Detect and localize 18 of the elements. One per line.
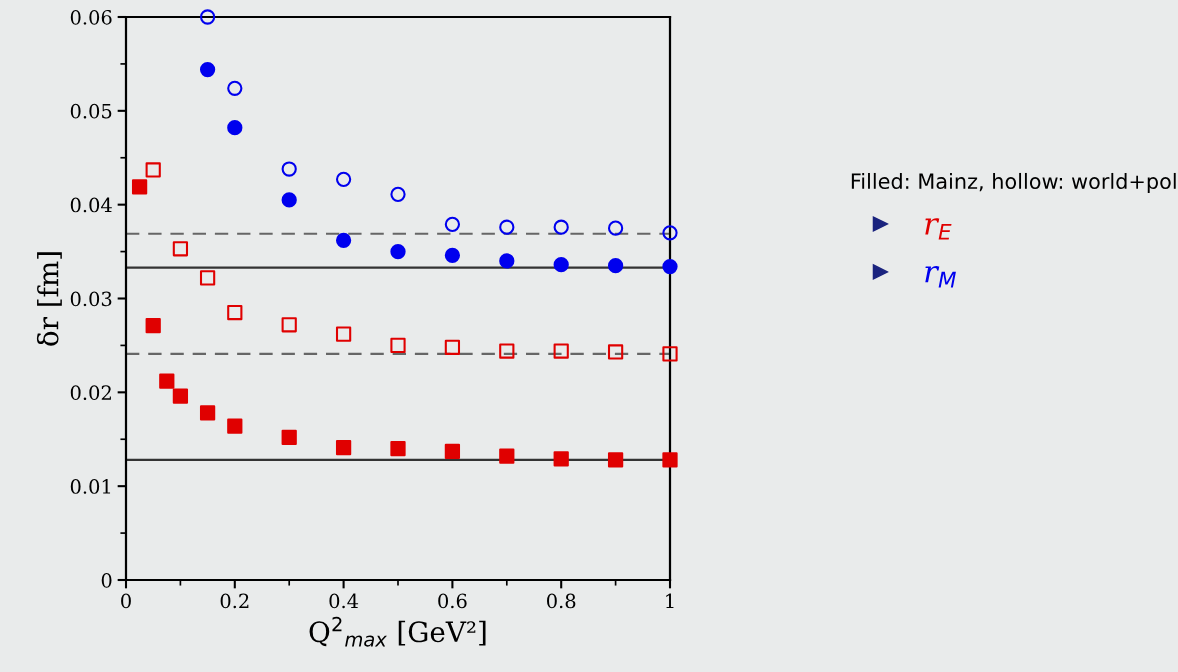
x-tick-label: 0 xyxy=(121,593,131,609)
x-axis-title: Q$^{2}$$_{max}$ [GeV²] xyxy=(309,616,486,647)
y-tick-label: 0.02 xyxy=(70,385,111,400)
y-tick-label: 0.06 xyxy=(70,9,112,25)
y-tick-label: 0.03 xyxy=(70,291,112,307)
text: r$_{M}$ xyxy=(925,266,956,288)
x-tick-label: 1 xyxy=(666,593,674,608)
y-tick-label: 0.01 xyxy=(70,479,111,494)
x-tick-label: 0.2 xyxy=(220,593,249,609)
legend-title: Filled: Mainz, hollow: world+pol xyxy=(851,172,1176,194)
y-tick-label: 0.05 xyxy=(70,103,112,119)
x-tick-label: 0.6 xyxy=(438,593,467,609)
y-tick-label: 0 xyxy=(101,572,112,588)
x-tick-label: 0.4 xyxy=(329,593,359,609)
text: r$_{E}$ xyxy=(925,218,952,240)
y-axis-title: δr [fm] xyxy=(36,252,62,346)
y-tick-label: 0.04 xyxy=(70,197,112,213)
x-tick-label: 0.8 xyxy=(547,593,576,609)
